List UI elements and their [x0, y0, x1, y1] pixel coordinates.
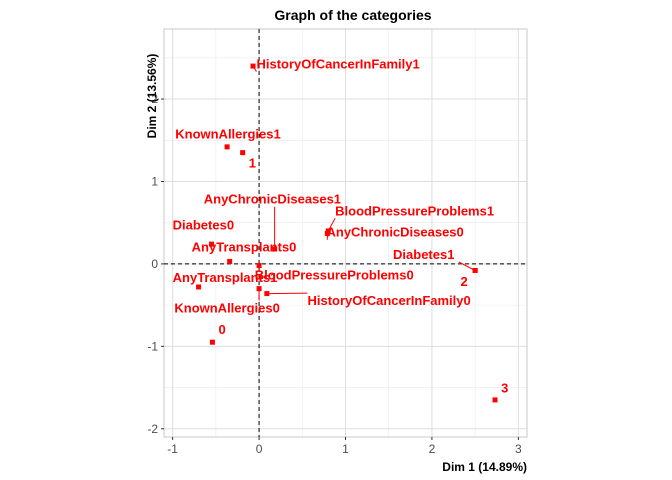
y-tick-label: -1 [147, 339, 158, 353]
category-label: 0 [218, 322, 225, 337]
category-point [492, 397, 498, 403]
category-label: HistoryOfCancerInFamily1 [256, 57, 419, 72]
category-point [227, 258, 233, 264]
y-tick-label: 2 [151, 92, 158, 106]
plot-panel [163, 28, 528, 438]
category-point [240, 150, 246, 156]
category-label: AnyChronicDiseases0 [326, 225, 463, 240]
category-label: BloodPressureProblems1 [335, 203, 494, 218]
category-point [256, 263, 262, 269]
chart-title: Graph of the categories [274, 7, 431, 23]
category-label: Diabetes0 [173, 217, 234, 232]
x-tick-label: 2 [429, 442, 436, 456]
category-label: 3 [501, 380, 508, 395]
x-tick-label: 0 [256, 442, 263, 456]
category-label: KnownAllergies0 [174, 301, 279, 316]
category-point [209, 339, 215, 345]
data-marks: HistoryOfCancerInFamily1 KnownAllergies1 1… [173, 57, 508, 403]
category-label: AnyChronicDiseases1 [204, 192, 341, 207]
category-label: 2 [460, 274, 467, 289]
x-tick-label: 3 [515, 442, 522, 456]
category-point [224, 144, 230, 150]
category-point [250, 63, 256, 69]
category-label: HistoryOfCancerInFamily0 [307, 293, 470, 308]
category-label: 1 [249, 155, 256, 170]
category-label: AnyTransplants0 [192, 240, 297, 255]
category-point [264, 291, 270, 297]
category-label: AnyTransplants1 [173, 270, 278, 285]
category-point [196, 284, 202, 290]
x-axis-title: Dim 1 (14.89%) [442, 460, 527, 474]
leader-line [458, 261, 476, 271]
y-tick-label: -2 [147, 422, 158, 436]
axis-ticks: -1 0 1 2 3 -2 -1 0 1 2 [147, 92, 522, 456]
category-point [324, 230, 330, 236]
y-axis-title: Dim 2 (13.56%) [145, 54, 159, 139]
x-tick-label: -1 [167, 442, 178, 456]
category-point [209, 241, 215, 247]
category-label: KnownAllergies1 [175, 127, 280, 142]
x-tick-label: 1 [342, 442, 349, 456]
y-tick-label: 1 [151, 174, 158, 188]
category-point [256, 286, 262, 292]
category-label: Diabetes1 [393, 247, 454, 262]
category-label: BloodPressureProblems0 [255, 268, 414, 283]
category-point [472, 268, 478, 274]
category-point [272, 246, 278, 252]
y-tick-label: 0 [151, 257, 158, 271]
